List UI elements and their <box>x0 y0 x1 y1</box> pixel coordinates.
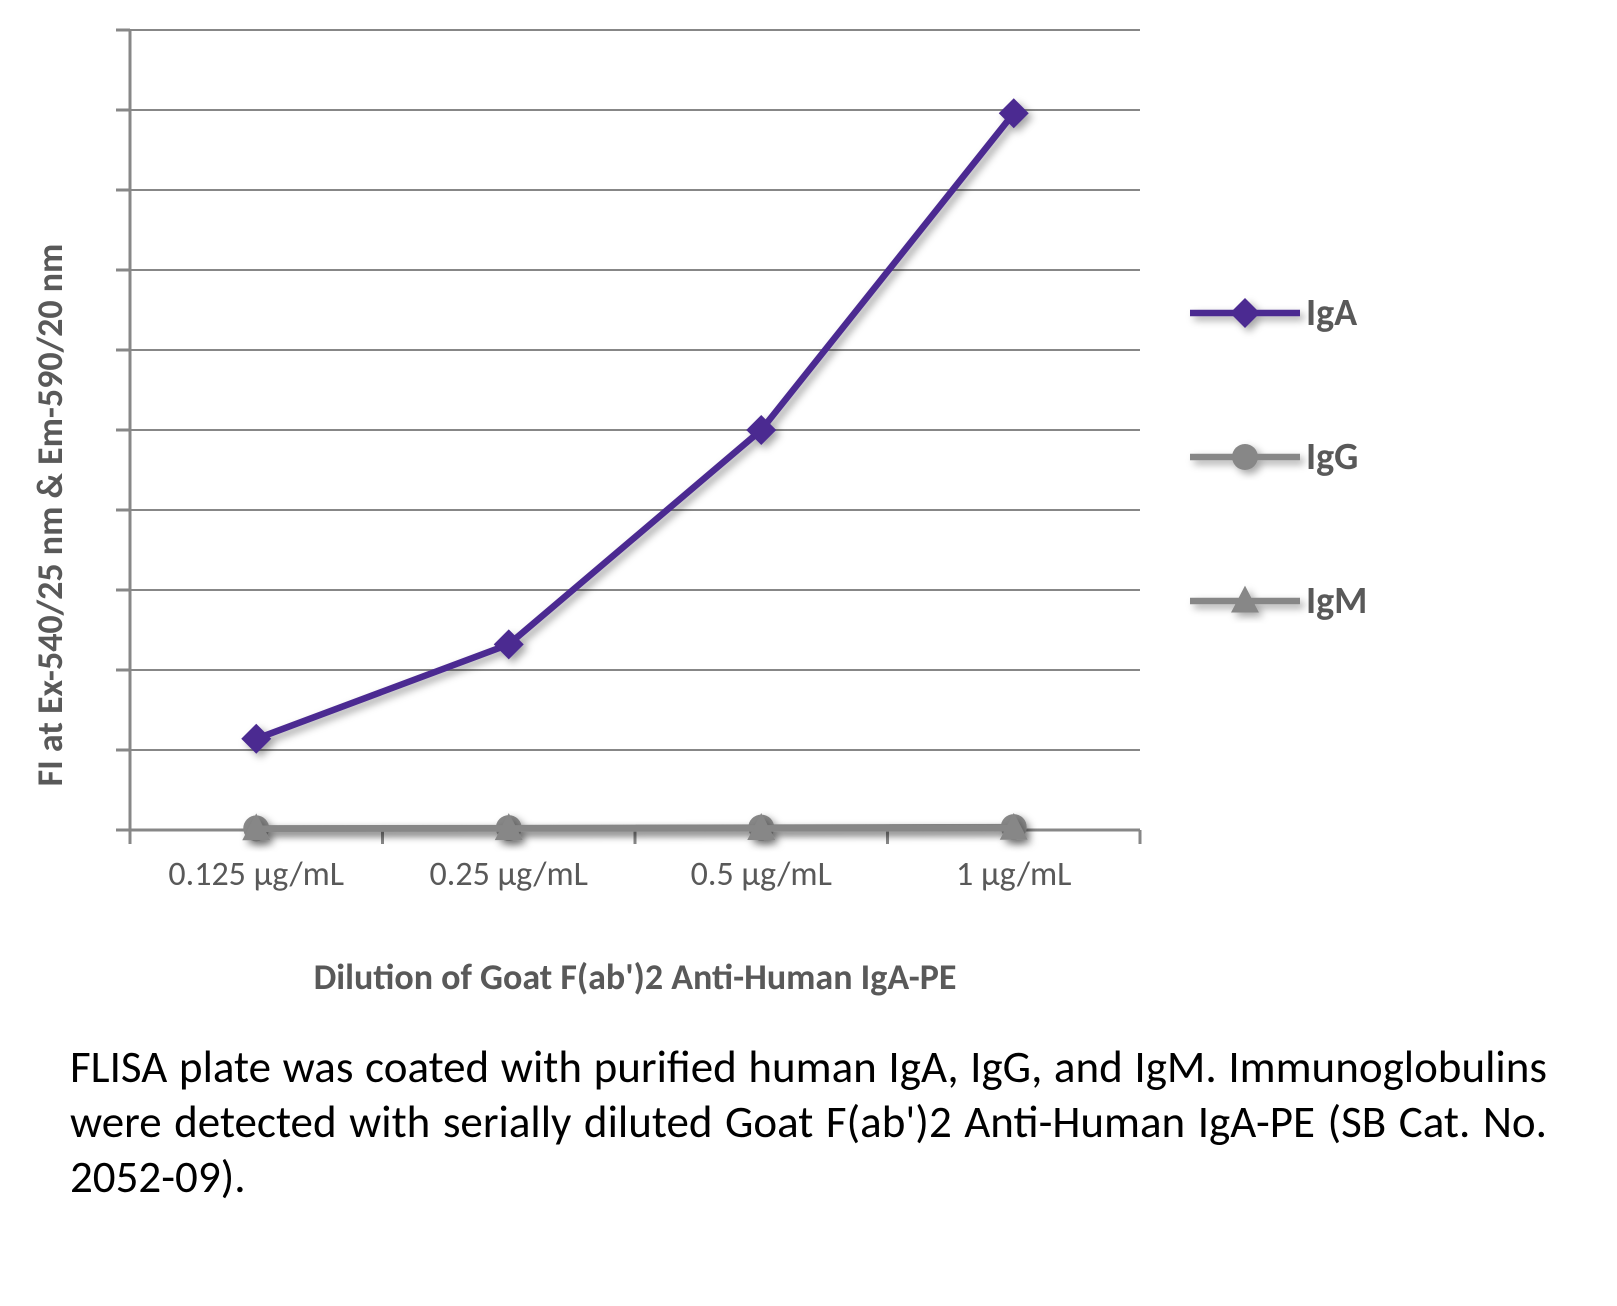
chart-and-legend-row: FI at Ex-540/25 nm & Em-590/20 nm 050001… <box>60 30 1557 999</box>
legend-item: IgA <box>1190 290 1367 336</box>
legend-label: IgG <box>1306 434 1358 480</box>
chart-svg <box>130 30 1140 860</box>
plot-outer: 0500010000150002000025000300003500040000… <box>130 30 1140 865</box>
legend-item: IgM <box>1190 578 1367 624</box>
page: FI at Ex-540/25 nm & Em-590/20 nm 050001… <box>0 0 1617 1306</box>
legend-label: IgA <box>1306 290 1357 336</box>
legend: IgA IgG IgM <box>1190 290 1367 722</box>
chart-block: FI at Ex-540/25 nm & Em-590/20 nm 050001… <box>60 30 1140 999</box>
legend-swatch <box>1190 581 1300 621</box>
legend-label: IgM <box>1306 578 1367 624</box>
x-tick-label: 0.5 µg/mL <box>691 854 832 895</box>
x-tick-label: 0.125 µg/mL <box>168 854 344 895</box>
caption-text: FLISA plate was coated with purified hum… <box>60 1041 1557 1206</box>
y-axis-title: FI at Ex-540/25 nm & Em-590/20 nm <box>28 243 72 786</box>
x-tick-label: 0.25 µg/mL <box>430 854 588 895</box>
x-tick-label: 1 µg/mL <box>956 854 1071 895</box>
x-axis-title: Dilution of Goat F(ab')2 Anti-Human IgA-… <box>130 955 1140 999</box>
legend-swatch <box>1190 437 1300 477</box>
legend-item: IgG <box>1190 434 1367 480</box>
legend-swatch <box>1190 293 1300 333</box>
